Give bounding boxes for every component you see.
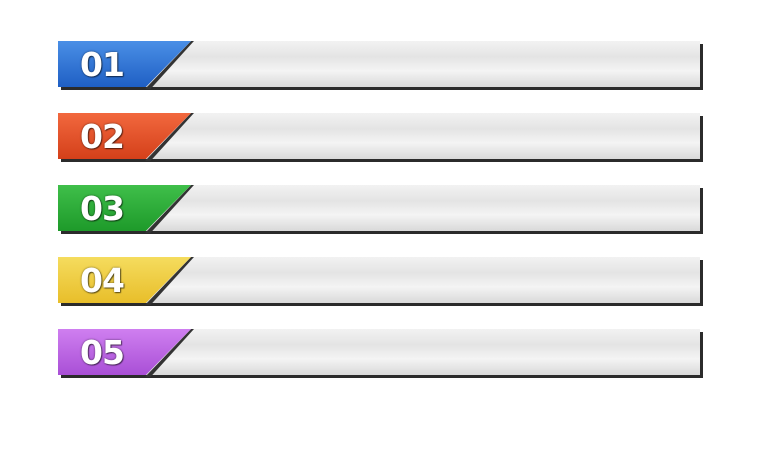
- list-item: 04: [58, 257, 700, 305]
- item-number: 01: [80, 45, 125, 84]
- item-number: 03: [80, 189, 125, 228]
- item-number: 02: [80, 117, 125, 156]
- list-item: 03: [58, 185, 700, 233]
- item-number: 04: [80, 261, 125, 300]
- list-item: 01: [58, 41, 700, 89]
- list-item: 05: [58, 329, 700, 377]
- list-item: 02: [58, 113, 700, 161]
- item-number: 05: [80, 333, 125, 372]
